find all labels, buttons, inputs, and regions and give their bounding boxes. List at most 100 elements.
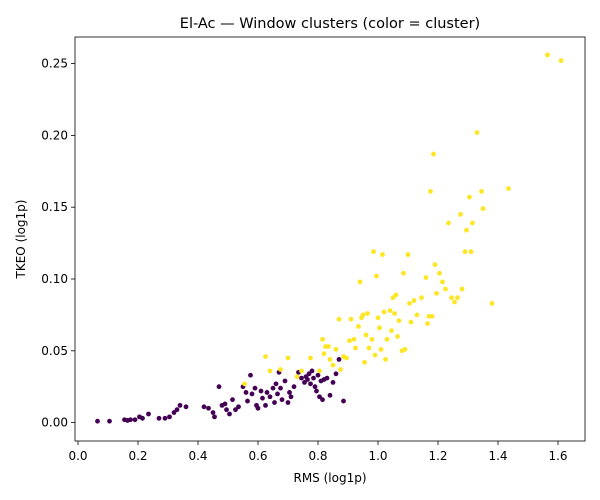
scatter-point	[252, 385, 258, 391]
scatter-point	[248, 372, 253, 378]
scatter-point	[377, 325, 382, 331]
scatter-point	[320, 336, 325, 342]
scatter-point	[263, 354, 268, 359]
scatter-point	[326, 344, 331, 349]
scatter-point	[291, 384, 297, 390]
scatter-point	[356, 323, 361, 329]
scatter-point	[468, 249, 474, 255]
scatter-point	[273, 381, 279, 387]
scatter-point	[236, 404, 241, 410]
scatter-point	[222, 401, 228, 407]
scatter-point	[432, 262, 438, 268]
scatter-point	[294, 374, 300, 380]
scatter-point	[369, 336, 375, 342]
y-tick-label: 0.05	[41, 344, 68, 358]
scatter-point	[245, 398, 250, 404]
scatter-point	[479, 188, 484, 194]
y-tick-label: 0.25	[41, 57, 68, 71]
x-tick-label: 1.0	[368, 449, 387, 463]
y-tick-label: 0.15	[41, 200, 68, 214]
scatter-point	[314, 388, 319, 394]
scatter-point	[408, 319, 414, 325]
scatter-point	[242, 381, 247, 387]
scatter-point	[366, 345, 372, 351]
scatter-point	[308, 355, 313, 361]
x-tick-label: 0.0	[68, 449, 87, 463]
scatter-point	[429, 313, 435, 319]
scatter-point	[374, 273, 379, 279]
scatter-point	[183, 404, 189, 410]
scatter-point	[558, 58, 564, 64]
scatter-point	[464, 227, 469, 233]
scatter-point	[177, 402, 183, 408]
scatter-point	[255, 405, 261, 411]
scatter-point	[132, 417, 138, 423]
scatter-point	[446, 220, 451, 226]
scatter-point	[275, 391, 280, 397]
scatter-point	[425, 321, 430, 326]
scatter-point	[452, 299, 457, 305]
scatter-point	[210, 410, 216, 415]
scatter-point	[285, 355, 291, 361]
scatter-point	[308, 381, 313, 387]
scatter-point	[267, 394, 273, 400]
scatter-point	[375, 315, 381, 321]
scatter-point	[402, 346, 408, 352]
scatter-point	[357, 279, 363, 285]
scatter-point	[387, 308, 393, 313]
scatter-point	[224, 407, 229, 413]
scatter-point	[407, 301, 412, 306]
y-tick-label: 0.10	[41, 272, 68, 286]
x-axis-ticks: 0.0 0.2 0.4 0.6 0.8 1.0 1.2 1.4 1.6	[68, 441, 568, 463]
scatter-point	[299, 368, 304, 374]
scatter-point	[443, 286, 448, 292]
scatter-point	[212, 414, 217, 420]
scatter-point	[401, 270, 406, 276]
scatter-point	[440, 279, 445, 285]
points-layer	[95, 52, 564, 424]
scatter-point	[95, 418, 100, 424]
scatter-point	[480, 206, 486, 212]
scatter-point	[311, 375, 316, 381]
scatter-point	[167, 414, 172, 420]
scatter-point	[384, 336, 390, 342]
scatter-point	[362, 359, 367, 365]
scatter-point	[146, 411, 151, 417]
scatter-point	[327, 392, 333, 398]
scatter-point	[434, 290, 439, 296]
scatter-point	[324, 375, 330, 381]
scatter-point	[383, 357, 388, 362]
y-tick-label: 0.00	[41, 416, 68, 430]
scatter-point	[506, 186, 511, 191]
scatter-point	[344, 355, 349, 361]
scatter-point	[347, 338, 352, 344]
scatter-point	[378, 346, 384, 352]
x-tick-label: 1.6	[548, 449, 567, 463]
scatter-point	[338, 367, 343, 372]
scatter-point	[140, 415, 145, 421]
scatter-point	[107, 418, 112, 424]
scatter-point	[321, 351, 327, 357]
scatter-point	[396, 318, 402, 324]
scatter-point	[351, 336, 357, 342]
scatter-point	[381, 309, 387, 315]
scatter-point	[216, 384, 222, 390]
scatter-point	[459, 286, 465, 292]
scatter-point	[288, 394, 294, 400]
scatter-point	[360, 312, 366, 318]
scatter-point	[227, 411, 232, 417]
x-tick-label: 0.2	[128, 449, 147, 463]
scatter-point	[309, 368, 315, 374]
scatter-point	[395, 334, 400, 339]
x-axis-label: RMS (log1p)	[293, 471, 366, 485]
plot-frame	[74, 36, 586, 442]
scatter-point	[393, 292, 399, 298]
scatter-point	[405, 252, 411, 257]
scatter-point	[363, 332, 369, 338]
scatter-point	[449, 295, 454, 301]
scatter-point	[171, 410, 177, 415]
scatter-point	[545, 52, 550, 58]
scatter-point	[201, 404, 207, 410]
scatter-point	[330, 380, 336, 385]
scatter-point	[336, 357, 342, 362]
